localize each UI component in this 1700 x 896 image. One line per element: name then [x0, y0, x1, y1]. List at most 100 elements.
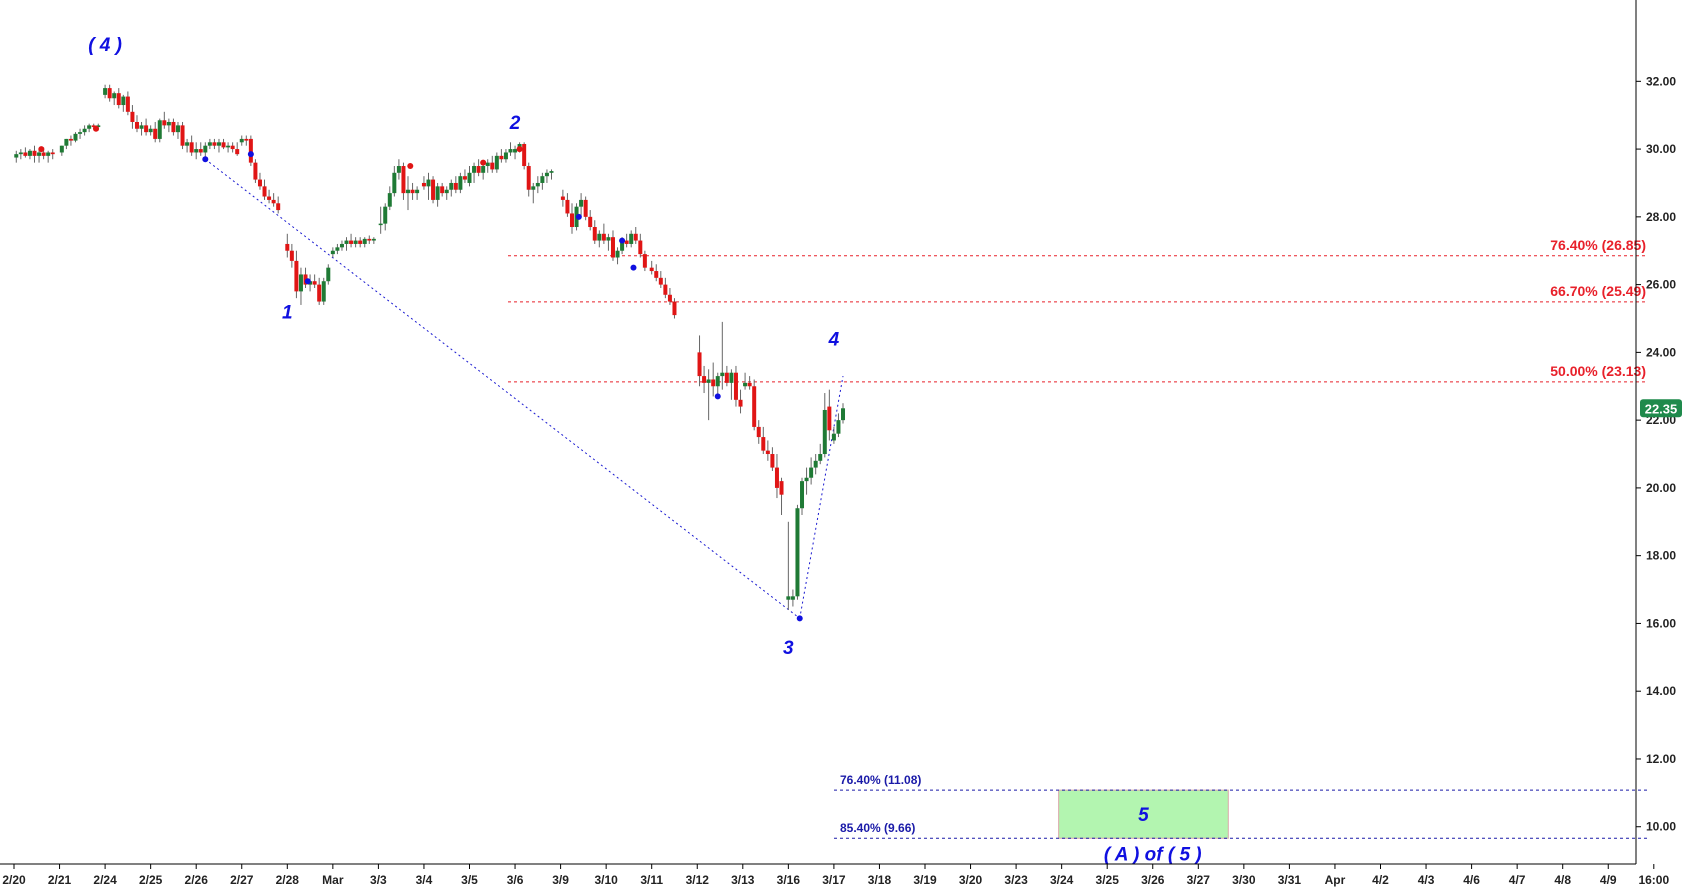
candle-body: [14, 154, 19, 158]
candle-body: [654, 271, 659, 278]
candle-body: [166, 121, 171, 126]
candle-body: [531, 186, 536, 190]
wave-label: 3: [783, 638, 794, 659]
candle-body: [770, 454, 775, 468]
x-tick-label: 2/21: [48, 873, 72, 887]
x-tick-label: 2/26: [185, 873, 209, 887]
x-tick-label: 3/4: [416, 873, 433, 887]
candle-body: [171, 121, 176, 133]
wave-label: ( A ) of ( 5 ): [1104, 845, 1202, 866]
candle-body: [27, 150, 32, 156]
candle-body: [633, 233, 638, 241]
candle-body: [747, 382, 752, 387]
y-tick-label: 28.00: [1646, 210, 1676, 224]
last-price-label: 22.35: [1645, 401, 1678, 416]
x-tick-label: 3/23: [1004, 873, 1028, 887]
x-tick-label: 3/9: [552, 873, 569, 887]
pivot-dot: [714, 393, 721, 400]
x-tick-label: 3/31: [1278, 873, 1302, 887]
candle-body: [426, 179, 431, 187]
x-tick-label: 3/20: [959, 873, 983, 887]
x-tick-label: 3/11: [640, 873, 663, 887]
candle-body: [148, 128, 153, 133]
candle-body: [91, 125, 96, 128]
candle-body: [715, 376, 720, 387]
candle-body: [139, 125, 144, 129]
candle-body: [144, 125, 149, 133]
x-tick-label: 4/6: [1463, 873, 1480, 887]
candle-body: [485, 162, 490, 167]
candle-body: [592, 227, 597, 241]
y-tick-label: 14.00: [1646, 684, 1676, 698]
candle-body: [212, 142, 217, 146]
candle-body: [421, 182, 426, 187]
pivot-dot: [38, 146, 45, 153]
wave-label: ( 4 ): [88, 35, 122, 56]
pivot-dot: [630, 264, 637, 271]
candle-body: [774, 467, 779, 488]
candle-body: [467, 172, 472, 183]
x-tick-label: 2/24: [93, 873, 117, 887]
candle-body: [522, 144, 527, 167]
candle-body: [615, 250, 620, 258]
x-tick-label: 3/12: [686, 873, 710, 887]
y-tick-label: 18.00: [1646, 549, 1676, 563]
candle-body: [476, 166, 481, 173]
candle-body: [513, 149, 518, 153]
pivot-dot: [796, 615, 803, 622]
candle-body: [818, 454, 823, 461]
candle-body: [831, 433, 836, 441]
candle-body: [358, 240, 363, 244]
candle-body: [134, 121, 139, 129]
y-tick-label: 24.00: [1646, 345, 1676, 359]
candle-body: [68, 138, 73, 141]
x-tick-label: 2/28: [276, 873, 300, 887]
candle-body: [565, 199, 570, 214]
pivot-dot: [619, 237, 626, 244]
candle-body: [312, 281, 317, 285]
pivot-dot: [304, 278, 311, 285]
fib-level-label: 76.40% (11.08): [840, 773, 921, 787]
x-tick-label: 2/27: [230, 873, 254, 887]
candle-body: [606, 237, 611, 241]
candle-body: [116, 93, 121, 106]
candle-body: [638, 240, 643, 255]
candle-body: [756, 426, 761, 438]
trend-line: [799, 376, 844, 619]
x-tick-label: 4/3: [1418, 873, 1435, 887]
candle-body: [706, 379, 711, 383]
x-tick-label: 16:00: [1638, 873, 1669, 887]
x-tick-label: 3/30: [1232, 873, 1256, 887]
candle-body: [508, 149, 513, 153]
candle-body: [503, 152, 508, 160]
fib-level-label: 85.40% (9.66): [840, 821, 915, 835]
candle-body: [267, 196, 272, 200]
candle-body: [841, 408, 846, 421]
candle-body: [499, 155, 504, 160]
candle-body: [221, 142, 226, 148]
candle-body: [189, 142, 194, 153]
pivot-dot: [247, 151, 254, 158]
candle-body: [64, 138, 69, 146]
candle-body: [800, 481, 805, 509]
candle-body: [642, 254, 647, 268]
candle-body: [46, 152, 51, 156]
candle-body: [827, 406, 832, 431]
candle-body: [494, 155, 499, 170]
candle-body: [588, 216, 593, 228]
candle-body: [18, 152, 23, 155]
y-tick-label: 20.00: [1646, 481, 1676, 495]
candle-body: [194, 149, 199, 153]
pivot-dot: [202, 156, 209, 163]
candle-body: [383, 206, 388, 224]
wave-label: 2: [509, 113, 521, 134]
candle-body: [157, 120, 162, 139]
candle-body: [667, 294, 672, 302]
candle-body: [431, 179, 436, 200]
candle-body: [410, 189, 415, 194]
candle-body: [230, 145, 235, 150]
y-tick-label: 32.00: [1646, 74, 1676, 88]
candle-body: [162, 120, 167, 126]
candle-body: [702, 376, 707, 383]
